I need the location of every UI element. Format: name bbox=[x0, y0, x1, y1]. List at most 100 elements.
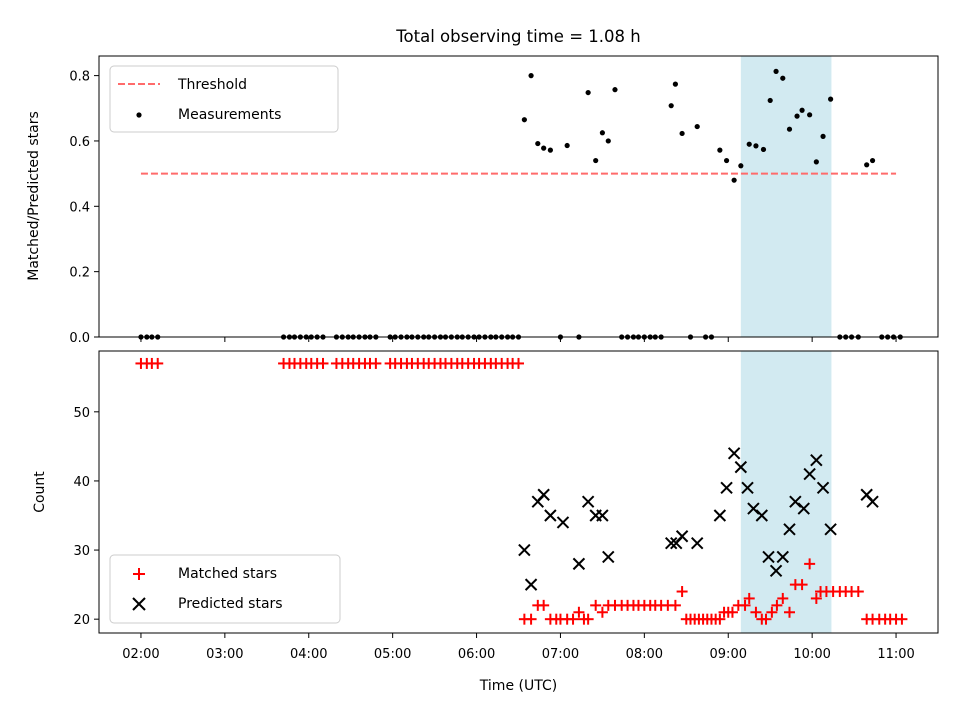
chart-title: Total observing time = 1.08 h bbox=[395, 27, 640, 46]
x-tick-label: 10:00 bbox=[793, 647, 830, 662]
measurement-point bbox=[738, 163, 744, 169]
bottom-highlight-span-layer bbox=[740, 351, 832, 633]
predicted-star-marker bbox=[572, 557, 586, 571]
measurement-point bbox=[828, 96, 834, 102]
measurement-point bbox=[535, 140, 541, 147]
predicted-star-marker bbox=[755, 509, 769, 522]
measurement-point bbox=[794, 113, 800, 119]
predicted-star-marker bbox=[797, 502, 810, 515]
matched-star-marker bbox=[513, 357, 524, 369]
matched-star-marker bbox=[370, 357, 382, 369]
predicted-star-marker bbox=[783, 523, 796, 536]
measurement-point bbox=[679, 130, 685, 137]
legend-matched-label: Matched stars bbox=[178, 566, 277, 582]
measurement-point bbox=[541, 145, 547, 151]
measurement-point bbox=[731, 177, 737, 183]
predicted-star-marker bbox=[866, 495, 879, 508]
measurement-point bbox=[807, 112, 813, 118]
predicted-star-marker bbox=[596, 509, 609, 522]
predicted-star-marker bbox=[544, 509, 557, 522]
matched-star-marker bbox=[538, 599, 550, 611]
matched-star-marker bbox=[760, 613, 772, 625]
measurement-point bbox=[668, 103, 674, 109]
matched-star-marker bbox=[726, 606, 738, 618]
bottom-axes-layer: 20 30 40 50 02:00 03:00 04:00 05:00 06:00 07:00 08… bbox=[73, 350, 939, 662]
matched-star-marker bbox=[852, 586, 864, 598]
legend-predicted-label: Predicted stars bbox=[178, 596, 283, 612]
predicted-star-marker bbox=[664, 536, 678, 550]
top-y-tick-label: 0.0 bbox=[69, 331, 90, 346]
measurement-point bbox=[780, 75, 786, 81]
predicted-star-marker bbox=[727, 447, 741, 460]
legend-measurements-swatch bbox=[136, 112, 142, 118]
predicted-star-marker bbox=[581, 495, 595, 508]
predicted-star-marker bbox=[518, 543, 531, 557]
bottom-legend-box bbox=[109, 554, 341, 624]
measurement-point bbox=[820, 133, 826, 139]
predicted-star-marker bbox=[713, 509, 727, 522]
predicted-star-marker bbox=[789, 495, 802, 508]
predicted-star-marker bbox=[762, 550, 775, 564]
bottom-y-tick-label: 30 bbox=[73, 544, 90, 559]
measurement-point bbox=[864, 162, 870, 168]
measurement-point bbox=[605, 138, 611, 144]
matched-star-marker bbox=[796, 579, 808, 591]
top-y-tick-label: 0.6 bbox=[69, 135, 90, 150]
predicted-star-marker bbox=[734, 460, 748, 474]
measurement-point bbox=[547, 147, 553, 153]
predicted-star-marker bbox=[537, 488, 550, 501]
bottom-y-tick-label: 40 bbox=[73, 475, 90, 490]
matched-star-marker bbox=[152, 357, 164, 369]
matched-star-marker bbox=[810, 592, 822, 604]
x-tick-label: 09:00 bbox=[710, 647, 747, 662]
x-tick-label: 11:00 bbox=[877, 647, 914, 662]
predicted-star-marker bbox=[720, 481, 733, 495]
top-legend: Threshold Measurements bbox=[109, 65, 339, 133]
matched-star-marker bbox=[669, 599, 681, 611]
measurement-point bbox=[672, 81, 678, 87]
predicted-star-marker bbox=[803, 467, 816, 481]
predicted-star-marker bbox=[602, 550, 615, 564]
measurement-point bbox=[753, 143, 759, 149]
measurement-point bbox=[746, 141, 752, 147]
predicted-star-marker bbox=[824, 523, 837, 536]
matched-star-marker bbox=[573, 606, 585, 618]
measurement-point bbox=[869, 157, 876, 164]
matched-star-marker bbox=[750, 606, 762, 618]
measurement-point bbox=[799, 107, 805, 113]
bottom-highlight-span bbox=[740, 351, 832, 633]
legend-measurements-label: Measurements bbox=[178, 107, 281, 123]
top-y-tick-label: 0.4 bbox=[69, 200, 90, 215]
top-y-tick-label: 0.8 bbox=[69, 70, 90, 85]
matched-star-marker bbox=[804, 558, 816, 570]
measurement-point bbox=[813, 159, 819, 165]
predicted-star-marker bbox=[769, 564, 783, 578]
matched-stars-layer bbox=[135, 357, 908, 625]
x-tick-label: 06:00 bbox=[458, 647, 495, 662]
matched-star-marker bbox=[567, 613, 579, 625]
bottom-panel: 20 30 40 50 02:00 03:00 04:00 05:00 06:00 07:00 08… bbox=[32, 350, 939, 694]
matched-star-marker bbox=[896, 613, 908, 625]
measurement-point bbox=[521, 117, 527, 123]
matched-star-marker bbox=[777, 592, 789, 604]
bottom-axes-frame bbox=[98, 350, 939, 634]
matched-star-marker bbox=[766, 606, 778, 618]
measurement-point bbox=[599, 130, 606, 136]
measurement-point bbox=[585, 89, 591, 96]
top-panel: 0.00.20.40.60.8 Matched/Predicted stars … bbox=[26, 55, 939, 346]
matched-star-marker bbox=[743, 592, 755, 604]
x-tick-label: 03:00 bbox=[206, 647, 243, 662]
top-axes-frame bbox=[98, 55, 939, 338]
predicted-star-marker bbox=[556, 516, 570, 529]
top-axes-layer: 0.0 0.2 0.4 0.6 0.8 bbox=[69, 55, 939, 346]
measurement-point bbox=[773, 68, 779, 74]
predicted-star-marker bbox=[747, 502, 760, 515]
measurement-point bbox=[786, 126, 793, 132]
measurement-point bbox=[694, 123, 700, 130]
legend-matched-swatch bbox=[133, 568, 145, 580]
legend-threshold-label: Threshold bbox=[177, 77, 247, 93]
predicted-star-marker bbox=[816, 481, 830, 495]
matched-star-marker bbox=[596, 606, 608, 618]
top-y-axis-label: Matched/Predicted stars bbox=[26, 111, 42, 281]
